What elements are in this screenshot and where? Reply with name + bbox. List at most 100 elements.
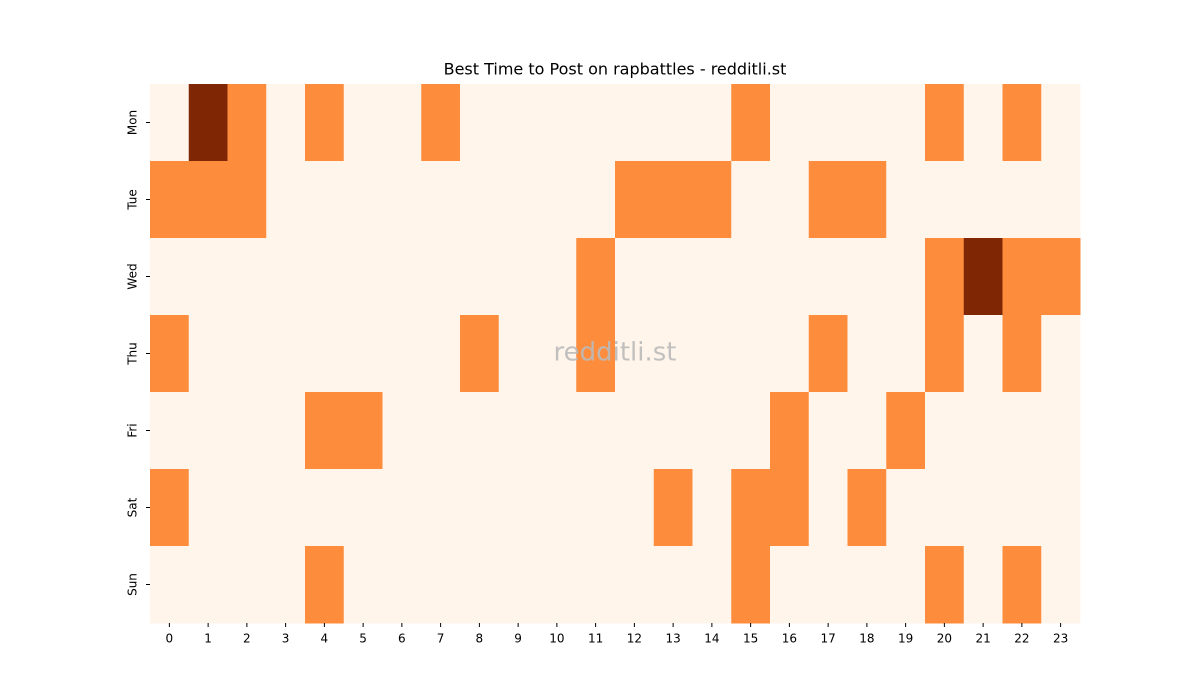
heatmap-cell (847, 84, 887, 162)
heatmap-cell (808, 392, 848, 470)
heatmap-cell (576, 84, 616, 162)
heatmap-cell (227, 546, 267, 624)
heatmap-cell (770, 546, 810, 624)
heatmap-cell (1002, 546, 1042, 624)
heatmap-cell (770, 469, 810, 547)
heatmap-cell (227, 161, 267, 239)
heatmap-cell (266, 84, 306, 162)
heatmap-cell (770, 238, 810, 316)
heatmap-cell (537, 392, 577, 470)
x-tick-label: 3 (282, 632, 290, 646)
heatmap-cell (1002, 84, 1042, 162)
heatmap-cell (925, 84, 965, 162)
heatmap-cell (847, 238, 887, 316)
heatmap-cell (615, 161, 655, 239)
heatmap-cell (1041, 315, 1081, 393)
x-tick-label: 22 (1014, 632, 1029, 646)
heatmap-cell (305, 392, 345, 470)
heatmap-cell (305, 161, 345, 239)
heatmap-cell (188, 161, 228, 239)
heatmap-cell (188, 392, 228, 470)
heatmap-cell (150, 469, 190, 547)
heatmap-cell (498, 546, 538, 624)
heatmap-cell (576, 315, 616, 393)
heatmap-cell (188, 84, 228, 162)
heatmap-cell (382, 469, 422, 547)
heatmap-cell (1002, 392, 1042, 470)
heatmap-cell (460, 392, 500, 470)
heatmap-cell (1002, 315, 1042, 393)
x-tick-label: 2 (243, 632, 251, 646)
heatmap-cell (925, 469, 965, 547)
heatmap-cell (692, 392, 732, 470)
heatmap-cell (692, 84, 732, 162)
x-tick-label: 19 (898, 632, 913, 646)
heatmap-cell (886, 238, 926, 316)
heatmap-cell (421, 238, 461, 316)
heatmap-cell (498, 392, 538, 470)
heatmap-cell (382, 238, 422, 316)
heatmap-cell (886, 469, 926, 547)
heatmap-cell (847, 392, 887, 470)
heatmap-cells (150, 84, 1081, 624)
heatmap-cell (266, 546, 306, 624)
heatmap-cell (731, 469, 771, 547)
heatmap-cell (227, 238, 267, 316)
heatmap-cell (537, 84, 577, 162)
heatmap-cell (460, 546, 500, 624)
heatmap-cell (460, 238, 500, 316)
heatmap-cell (227, 315, 267, 393)
heatmap-cell (731, 84, 771, 162)
heatmap-cell (692, 161, 732, 239)
heatmap-cell (731, 546, 771, 624)
y-tick-label: Fri (126, 423, 140, 437)
heatmap-cell (963, 161, 1003, 239)
heatmap-cell (808, 315, 848, 393)
heatmap-cell (615, 84, 655, 162)
y-tick-label: Thu (126, 342, 140, 366)
heatmap-cell (343, 315, 383, 393)
heatmap-cell (653, 238, 693, 316)
heatmap-cell (653, 315, 693, 393)
heatmap-cell (615, 469, 655, 547)
heatmap-cell (963, 469, 1003, 547)
heatmap-cell (963, 238, 1003, 316)
heatmap-cell (615, 546, 655, 624)
heatmap-cell (925, 392, 965, 470)
x-tick-label: 20 (937, 632, 952, 646)
heatmap-cell (770, 84, 810, 162)
heatmap-cell (653, 392, 693, 470)
x-tick-label: 10 (549, 632, 564, 646)
y-tick-label: Tue (126, 189, 140, 211)
y-tick-label: Sat (126, 497, 140, 517)
heatmap-cell (576, 392, 616, 470)
heatmap-cell (343, 238, 383, 316)
heatmap-cell (692, 546, 732, 624)
x-tick-label: 4 (321, 632, 329, 646)
heatmap-cell (925, 161, 965, 239)
heatmap-cell (731, 161, 771, 239)
heatmap-cell (266, 238, 306, 316)
heatmap-cell (615, 238, 655, 316)
heatmap-cell (1002, 469, 1042, 547)
heatmap-cell (847, 546, 887, 624)
heatmap-cell (692, 469, 732, 547)
heatmap-cell (460, 469, 500, 547)
heatmap-cell (421, 315, 461, 393)
heatmap-cell (1041, 392, 1081, 470)
y-tick-label: Wed (126, 263, 140, 289)
heatmap-cell (963, 392, 1003, 470)
heatmap-cell (498, 469, 538, 547)
heatmap-cell (886, 161, 926, 239)
heatmap-cell (421, 392, 461, 470)
x-tick-label: 7 (437, 632, 445, 646)
heatmap-cell (963, 546, 1003, 624)
heatmap-cell (305, 469, 345, 547)
heatmap-cell (653, 546, 693, 624)
heatmap-cell (382, 392, 422, 470)
heatmap-cell (150, 238, 190, 316)
heatmap-cell (382, 84, 422, 162)
heatmap-cell (382, 315, 422, 393)
heatmap-cell (227, 469, 267, 547)
heatmap-cell (382, 161, 422, 239)
